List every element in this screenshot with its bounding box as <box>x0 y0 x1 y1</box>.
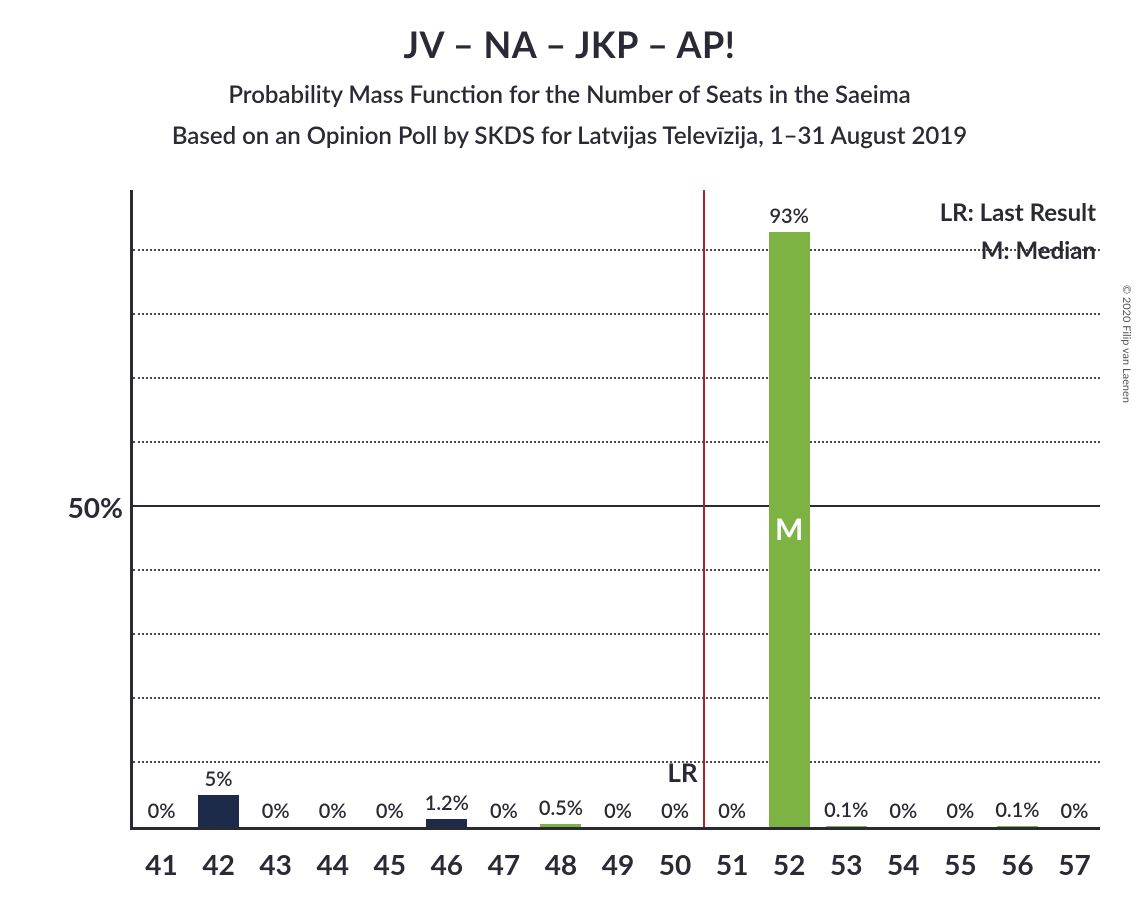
bars-group: 0%415%420%430%440%451.2%460%470.5%480%49… <box>133 190 1100 827</box>
y-axis-label: 50% <box>43 490 123 524</box>
bar <box>198 795 239 827</box>
bar-value-label: 0.1% <box>989 798 1046 826</box>
median-marker: M <box>769 511 810 547</box>
bar-slot: 0%57 <box>1046 190 1103 827</box>
bar-value-label: 0% <box>304 799 361 827</box>
bar-value-label: 0% <box>1046 799 1103 827</box>
x-axis-label: 42 <box>190 827 247 881</box>
x-axis-label: 46 <box>418 827 475 881</box>
bar-slot: 0%55 <box>932 190 989 827</box>
bar-value-label: 1.2% <box>418 791 475 819</box>
bar-slot: 0%49 <box>589 190 646 827</box>
bar-value-label: 0.1% <box>818 798 875 826</box>
x-axis-label: 41 <box>133 827 190 881</box>
x-axis-label: 45 <box>361 827 418 881</box>
chart-title: JV – NA – JKP – AP! <box>0 0 1139 66</box>
bar-value-label: 0% <box>932 799 989 827</box>
bar-value-label: 0% <box>647 799 704 827</box>
x-axis-label: 48 <box>532 827 589 881</box>
bar-value-label: 0% <box>475 799 532 827</box>
bar-slot: 0%44 <box>304 190 361 827</box>
bar-value-label: 0% <box>133 799 190 827</box>
chart-container: LR: Last Result M: Median 0%415%420%430%… <box>40 190 1120 890</box>
x-axis-label: 53 <box>818 827 875 881</box>
x-axis-label: 57 <box>1046 827 1103 881</box>
bar-slot: 1.2%46 <box>418 190 475 827</box>
x-axis-label: 51 <box>704 827 761 881</box>
x-axis-label: 43 <box>247 827 304 881</box>
bar-slot: 0%51 <box>704 190 761 827</box>
bar-value-label: 5% <box>190 767 247 795</box>
copyright-text: © 2020 Filip van Laenen <box>1120 285 1133 403</box>
x-axis-label: 55 <box>932 827 989 881</box>
x-axis-label: 47 <box>475 827 532 881</box>
x-axis-label: 52 <box>761 827 818 881</box>
bar-slot: 0%47 <box>475 190 532 827</box>
bar-slot: 0%54 <box>875 190 932 827</box>
plot-area: LR: Last Result M: Median 0%415%420%430%… <box>130 190 1100 830</box>
bar: M <box>769 232 810 827</box>
x-axis-label: 50 <box>647 827 704 881</box>
bar-value-label: 0% <box>247 799 304 827</box>
bar-slot: 0.1%56 <box>989 190 1046 827</box>
chart-subtitle-2: Based on an Opinion Poll by SKDS for Lat… <box>0 121 1139 150</box>
bar-value-label: 93% <box>761 204 818 232</box>
bar-slot: 0.5%48 <box>532 190 589 827</box>
bar-slot: 0%41 <box>133 190 190 827</box>
bar-slot: 0%45 <box>361 190 418 827</box>
chart-subtitle-1: Probability Mass Function for the Number… <box>0 80 1139 109</box>
bar-value-label: 0% <box>875 799 932 827</box>
bar-slot: 5%42 <box>190 190 247 827</box>
bar-slot: 0.1%53 <box>818 190 875 827</box>
x-axis-label: 54 <box>875 827 932 881</box>
bar-value-label: 0.5% <box>532 796 589 824</box>
bar <box>426 819 467 827</box>
x-axis-label: 56 <box>989 827 1046 881</box>
x-axis-label: 49 <box>589 827 646 881</box>
last-result-label: LR <box>667 756 703 790</box>
bar-slot: M93%52 <box>761 190 818 827</box>
bar-slot: 0%50 <box>647 190 704 827</box>
bar-value-label: 0% <box>361 799 418 827</box>
bar-slot: 0%43 <box>247 190 304 827</box>
last-result-line <box>703 190 705 827</box>
x-axis-label: 44 <box>304 827 361 881</box>
bar-value-label: 0% <box>589 799 646 827</box>
bar-value-label: 0% <box>704 799 761 827</box>
